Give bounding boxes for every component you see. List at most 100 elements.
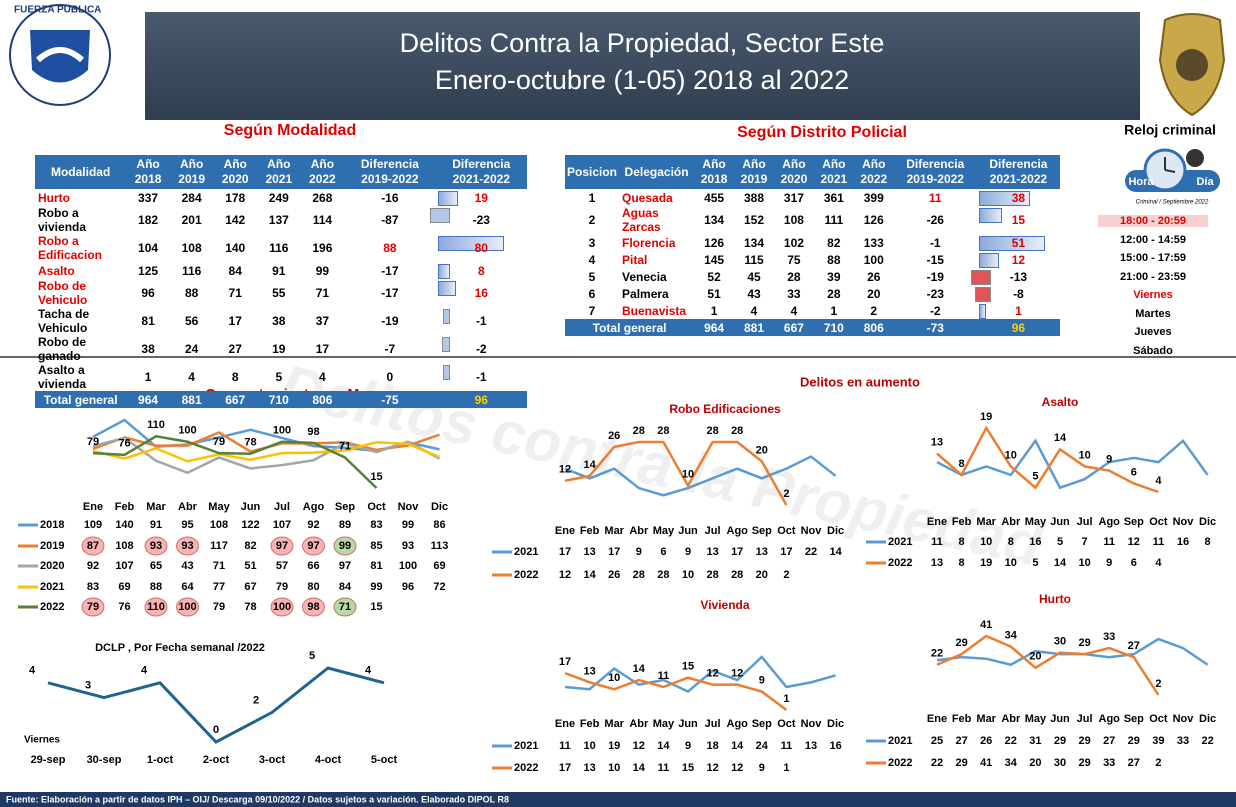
reloj-title: Reloj criminal: [1124, 122, 1216, 138]
clock-icon: [1125, 148, 1220, 192]
table-cell: 102: [774, 234, 814, 251]
highlight: [176, 536, 199, 556]
month-label: Sep: [335, 501, 355, 513]
cell-text: 8: [231, 370, 239, 384]
table-cell: 114: [301, 206, 345, 234]
table-value: 15: [370, 601, 382, 613]
month-label: Ago: [303, 501, 325, 513]
table-value: 19: [980, 557, 992, 569]
table-cell: 284: [170, 189, 214, 206]
table-cell: Tacha de Vehiculo: [35, 307, 126, 335]
cell-text: 667: [783, 320, 804, 335]
table-cell: 317: [774, 189, 814, 206]
month-label: Feb: [952, 713, 972, 725]
table-value: 100: [399, 560, 417, 572]
month-label: Mar: [146, 501, 166, 513]
table-cell: 1: [126, 363, 170, 391]
table-cell: 37: [301, 307, 345, 335]
table-cell: Quesada: [619, 189, 694, 206]
series-line: [936, 425, 1159, 494]
table-value: 66: [307, 560, 319, 572]
table-value: 93: [402, 540, 414, 552]
cell-text: 116: [181, 263, 202, 278]
table-value: 81: [370, 560, 382, 572]
month-label: Ene: [83, 501, 103, 513]
title: Delitos Contra la Propiedad, Sector Este: [400, 28, 885, 58]
table-value: 88: [150, 581, 162, 593]
table-value: 92: [87, 560, 99, 572]
table-value: 27: [955, 735, 967, 747]
cell-text: 38: [272, 314, 286, 328]
cell-text: 111: [824, 213, 844, 227]
column-header: Delegación: [619, 155, 695, 189]
cell-text: 52: [707, 269, 721, 284]
data-bar: [442, 365, 450, 380]
cell-text: 4: [588, 252, 596, 267]
cell-text: 1: [710, 303, 718, 318]
table-cell: 137: [257, 206, 301, 234]
series-line: [936, 438, 1209, 490]
table-cell: 388: [734, 189, 774, 206]
series-line: [92, 436, 441, 475]
total-cell: 881: [734, 319, 774, 336]
table-row: 7 Buenavista 1 4 4 1 2 -2 1: [565, 302, 1060, 319]
table-cell: 17: [213, 307, 257, 335]
month-label: Oct: [1149, 713, 1168, 725]
table-cell: -23: [894, 285, 977, 302]
data-label: 9: [759, 674, 765, 686]
total-cell: -73: [893, 319, 977, 336]
cell-text: Robo de Vehiculo: [38, 279, 88, 307]
cell-text: 51: [707, 286, 721, 301]
table-value: 108: [210, 519, 228, 531]
cell-text: 710: [823, 320, 844, 335]
data-label: 2: [253, 694, 259, 706]
data-label: 4: [29, 665, 36, 677]
table-value: 9: [685, 546, 691, 558]
data-label: 9: [1106, 454, 1112, 466]
table-value: 85: [370, 540, 382, 552]
cell-text: 12: [1011, 252, 1026, 267]
data-label: 12: [731, 668, 743, 680]
table-value: 29: [1128, 735, 1140, 747]
total-cell: 806: [853, 319, 894, 336]
series-line: [564, 671, 788, 712]
table-cell: 4: [170, 363, 214, 391]
table-value: 8: [959, 557, 965, 569]
table-cell: 75: [774, 251, 814, 268]
cell-text: 284: [181, 190, 202, 205]
cell-text: -2: [929, 303, 941, 318]
table-cell: 45: [734, 268, 774, 285]
data-label: 10: [682, 469, 694, 481]
reloj-item: Jueves: [1134, 326, 1172, 338]
chart-title: DCLP , Por Fecha semanal /2022: [95, 642, 265, 654]
reloj-item: Sábado: [1133, 344, 1173, 357]
table-cell: 88: [814, 251, 854, 268]
table-value: 5: [1057, 536, 1063, 548]
cell-text: -15: [926, 252, 944, 267]
cell-text: 80: [474, 241, 488, 255]
table-value: 14: [657, 740, 670, 752]
column-header: Año 2019: [734, 155, 774, 189]
table-value: 33: [1177, 735, 1189, 747]
table-cell: 38: [126, 335, 170, 363]
month-label: May: [653, 718, 675, 730]
clock-label: Hora: [1128, 176, 1154, 188]
table-row: Robo a Edificacion 104 108 140 116 196 88 80: [35, 234, 527, 262]
series-line: [564, 455, 837, 497]
table-value: 84: [339, 581, 352, 593]
table-cell: 15: [977, 206, 1060, 234]
cell-text: 28: [787, 269, 801, 284]
table-value: 64: [181, 581, 194, 593]
data-label: 5: [309, 650, 315, 662]
table-cell: 7: [565, 302, 619, 319]
month-label: Jun: [678, 525, 698, 537]
table-cell: 2: [854, 302, 894, 319]
data-label: 0: [213, 724, 219, 736]
cell-text: 16: [474, 286, 488, 300]
table-value: 17: [731, 546, 743, 558]
table-value: 4: [1155, 557, 1162, 569]
logo-right: [1158, 13, 1226, 117]
table-cell: 88: [170, 279, 214, 307]
table-value: 71: [339, 601, 351, 613]
